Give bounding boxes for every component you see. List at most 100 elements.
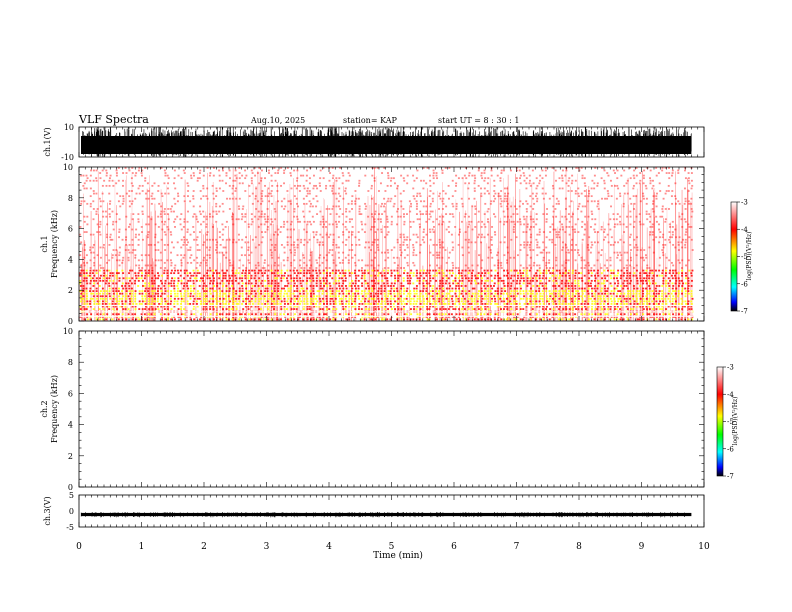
psd-cell <box>467 279 470 282</box>
psd-cell <box>353 300 356 303</box>
psd-cell <box>520 277 523 280</box>
psd-cell <box>480 267 483 269</box>
psd-cell <box>390 249 393 251</box>
psd-cell <box>531 308 534 310</box>
psd-cell <box>208 300 211 303</box>
psd-cell <box>536 285 539 287</box>
psd-cell <box>596 272 599 275</box>
psd-cell <box>455 305 458 308</box>
psd-cell <box>515 282 518 285</box>
psd-cell <box>416 313 419 316</box>
psd-cell <box>82 292 85 295</box>
psd-cell <box>367 300 370 303</box>
psd-cell <box>632 285 635 287</box>
psd-cell <box>148 297 150 300</box>
psd-cell <box>183 285 186 287</box>
psd-cell <box>394 279 397 282</box>
psd-cell <box>529 256 532 259</box>
psd-cell <box>393 282 396 285</box>
psd-cell <box>129 292 131 295</box>
psd-cell <box>83 272 86 275</box>
psd-cell <box>558 297 561 300</box>
psd-cell <box>583 287 586 290</box>
psd-cell <box>108 295 111 298</box>
psd-cell <box>342 295 345 298</box>
psd-cell <box>458 295 461 298</box>
psd-cell <box>321 261 324 264</box>
psd-cell <box>393 292 396 295</box>
psd-cell <box>138 269 141 272</box>
psd-cell <box>623 251 626 254</box>
psd-cell <box>367 285 370 287</box>
psd-cell <box>429 269 432 272</box>
psd-cell <box>578 297 580 300</box>
psd-cell <box>125 282 128 285</box>
psd-cell <box>192 285 195 287</box>
psd-cell <box>665 295 668 298</box>
psd-cell <box>568 295 571 298</box>
psd-cell <box>342 305 344 308</box>
psd-cell <box>335 308 338 310</box>
psd-cell <box>160 259 163 262</box>
psd-cell <box>209 308 212 310</box>
psd-cell <box>79 285 82 287</box>
psd-cell <box>559 272 562 275</box>
psd-cell <box>238 292 241 295</box>
psd-cell <box>232 267 235 269</box>
psd-cell <box>577 290 580 292</box>
psd-cell <box>574 285 577 287</box>
psd-cell <box>202 285 205 287</box>
psd-cell <box>306 287 309 290</box>
psd-cell <box>597 251 600 254</box>
psd-cell <box>600 300 603 303</box>
psd-cell <box>415 254 418 257</box>
psd-cell <box>493 295 496 298</box>
psd-cell <box>117 272 120 275</box>
psd-cell <box>648 313 651 316</box>
psd-cell <box>643 259 646 262</box>
psd-cell <box>496 303 499 305</box>
psd-cell <box>180 246 183 249</box>
psd-cell <box>371 285 374 287</box>
psd-cell <box>277 282 280 285</box>
psd-cell <box>600 318 603 321</box>
psd-cell <box>196 295 199 298</box>
psd-cell <box>241 303 244 305</box>
psd-cell <box>535 300 538 303</box>
psd-cell <box>384 305 387 308</box>
psd-cell <box>617 254 619 257</box>
psd-cell <box>655 295 657 298</box>
psd-cell <box>454 277 457 280</box>
psd-cell <box>423 269 425 272</box>
psd-cell <box>153 297 156 300</box>
psd-cell <box>374 300 377 303</box>
psd-cell <box>351 272 354 275</box>
psd-cell <box>358 308 360 310</box>
psd-cell <box>426 300 429 303</box>
psd-cell <box>286 259 289 262</box>
psd-cell <box>490 303 493 305</box>
psd-cell <box>633 303 636 305</box>
psd-cell <box>616 318 619 321</box>
psd-cell <box>654 282 657 285</box>
psd-cell <box>652 292 655 295</box>
psd-cell <box>412 254 415 257</box>
psd-cell <box>639 249 642 251</box>
psd-cell <box>438 290 441 292</box>
psd-cell <box>479 274 482 277</box>
psd-cell <box>606 297 609 300</box>
psd-cell <box>338 285 341 287</box>
psd-cell <box>445 295 448 298</box>
psd-cell <box>99 292 102 295</box>
psd-cell <box>373 297 376 300</box>
psd-cell <box>93 264 96 267</box>
psd-cell <box>247 297 250 300</box>
psd-cell <box>357 295 360 298</box>
psd-cell <box>370 249 373 251</box>
psd-cell <box>222 254 225 257</box>
psd-cell <box>332 318 334 321</box>
psd-cell <box>98 308 101 310</box>
psd-cell <box>308 267 311 269</box>
psd-cell <box>370 318 373 321</box>
psd-cell <box>687 277 690 280</box>
